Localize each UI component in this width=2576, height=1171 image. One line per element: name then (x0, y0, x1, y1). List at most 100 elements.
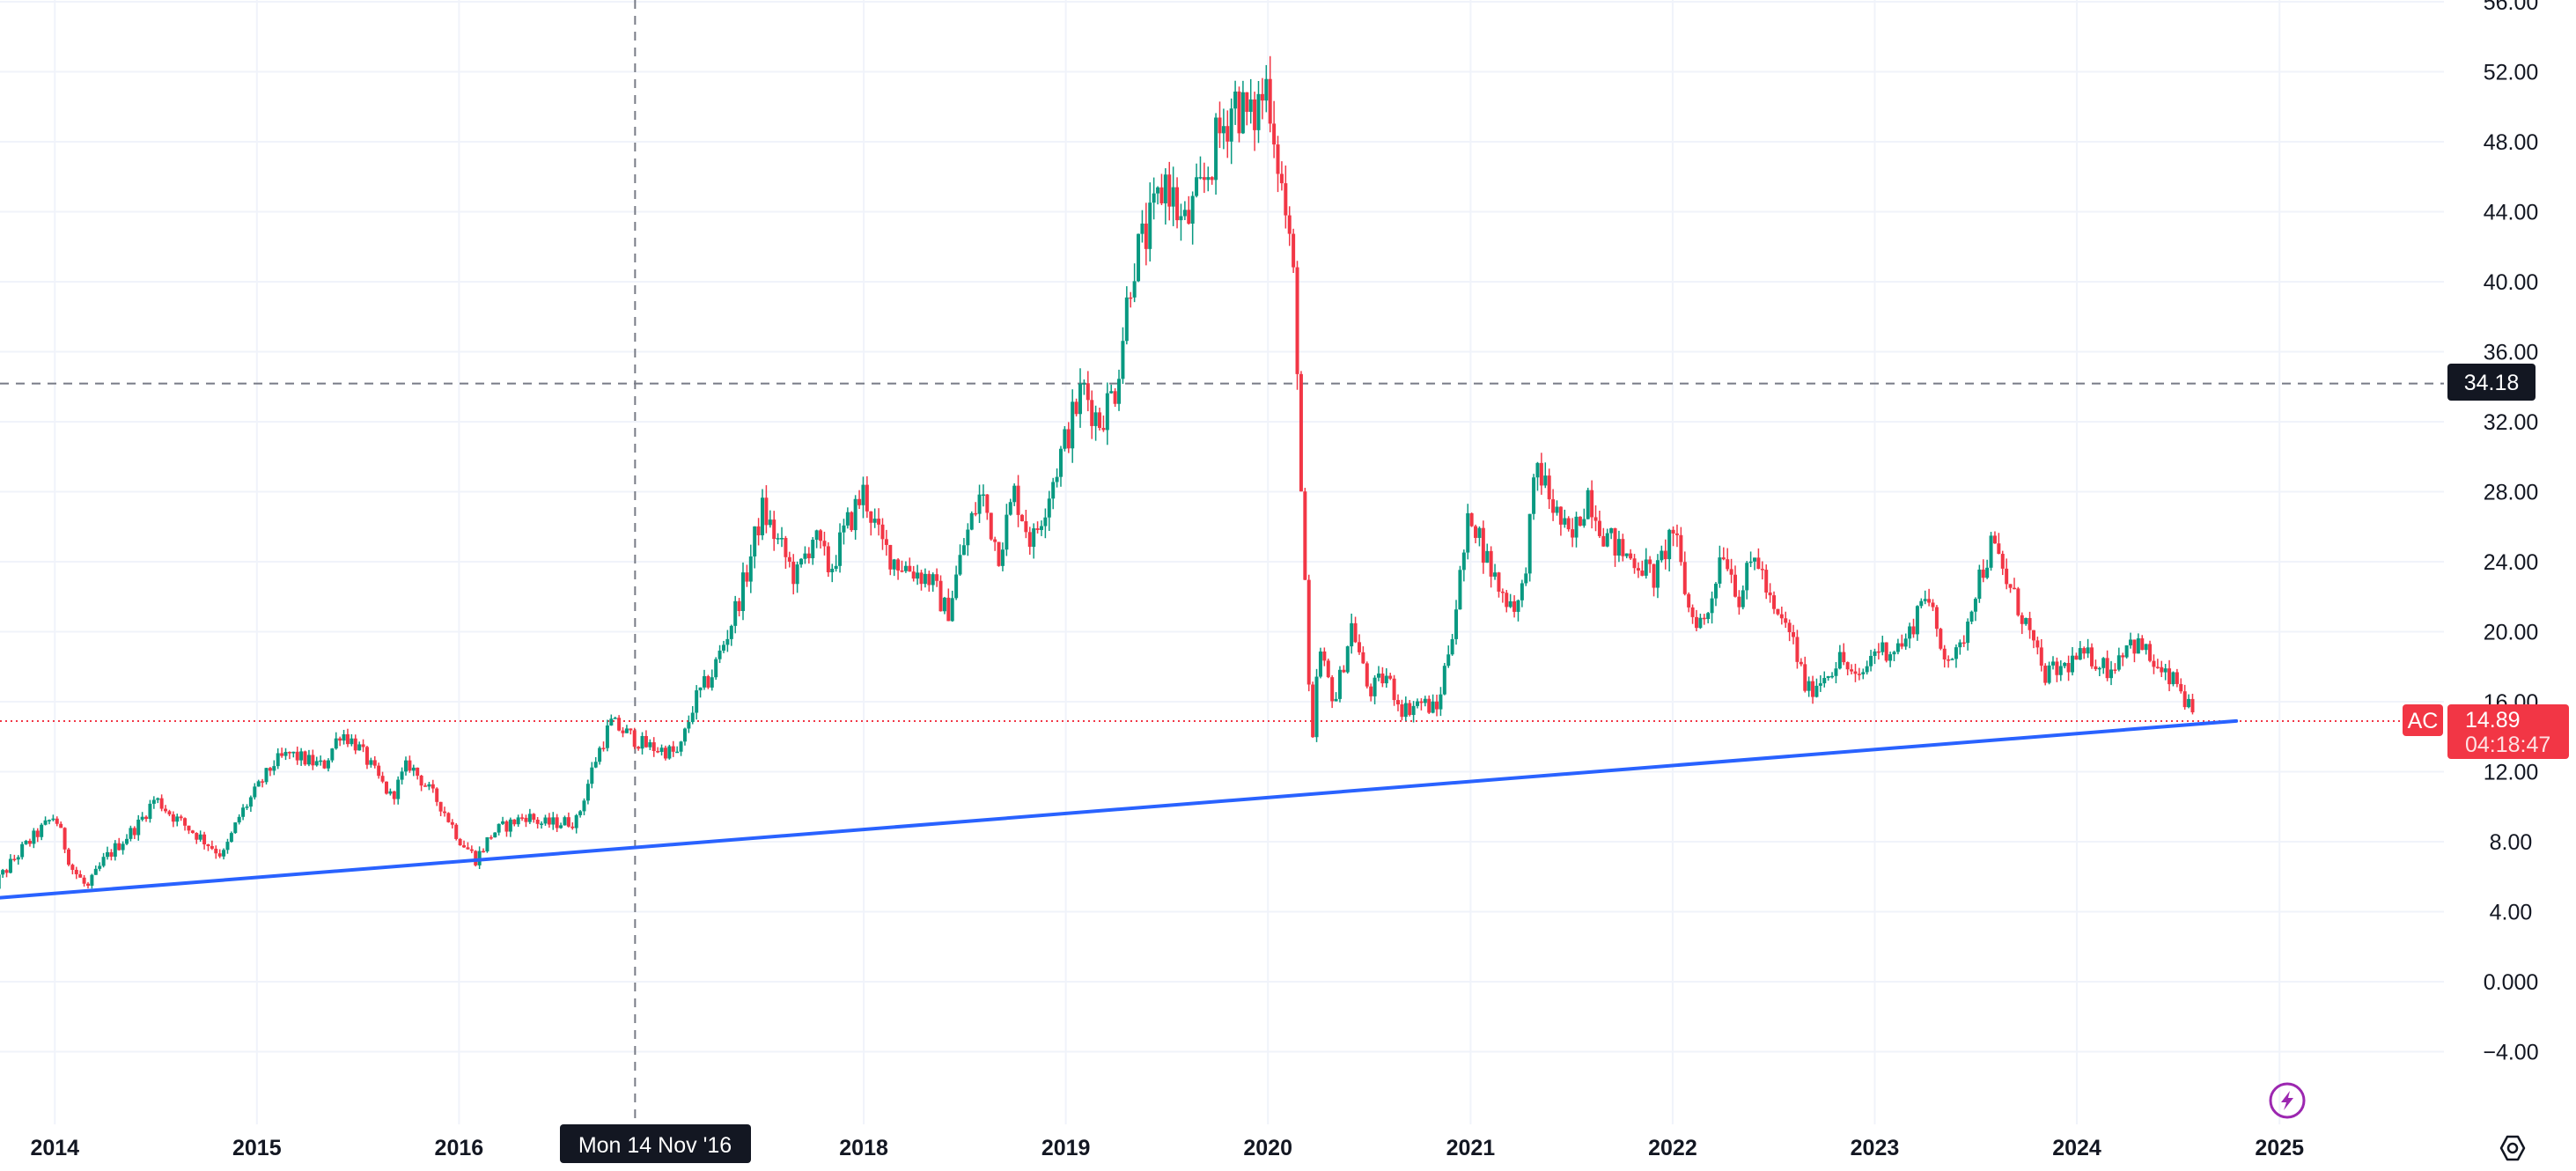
candle-body (1807, 681, 1811, 691)
candle-body (1206, 177, 1211, 180)
candle-body (1, 870, 5, 875)
candle-body (753, 526, 757, 557)
candle-body (1109, 391, 1114, 394)
candle-body (1500, 591, 1505, 593)
candle-body (411, 767, 416, 771)
candle-body (1322, 651, 1327, 661)
candle-body (729, 625, 733, 639)
candle-body (1256, 93, 1261, 130)
candle-body (1590, 490, 1594, 518)
time-tick-label: 2016 (435, 1136, 484, 1160)
last-price-badge: AC 14.89 04:18:47 (2403, 704, 2569, 759)
candle-body (958, 555, 962, 575)
price-tick-label: −4.00 (2483, 1041, 2538, 1065)
candle-body (419, 775, 423, 786)
price-axis[interactable]: 56.00 52.00 48.00 44.00 40.00 36.00 32.00 28.00… (2483, 0, 2538, 1065)
candle-body (2116, 655, 2121, 670)
support-trendline[interactable] (0, 718, 2239, 900)
candle-body (2129, 639, 2133, 645)
candle-body (27, 840, 32, 844)
candle-body (164, 808, 168, 812)
candle-body (384, 781, 388, 794)
candle-body (1942, 648, 1947, 660)
candle-body (1547, 475, 1551, 500)
candle-body (598, 748, 602, 762)
time-tick-label: 2014 (30, 1136, 79, 1160)
candle-body (1939, 629, 1943, 649)
candle-body (838, 532, 843, 566)
candle-body (1527, 513, 1532, 574)
candle-body (372, 760, 377, 766)
candle-body (903, 565, 908, 571)
candle-body (2047, 665, 2051, 683)
candle-body (1966, 621, 1970, 644)
candle-body (1439, 694, 1443, 710)
candle-body (745, 572, 749, 582)
candle-body (663, 748, 667, 759)
candle-body (306, 755, 311, 765)
candle-body (1000, 549, 1005, 566)
candle-body (1648, 559, 1652, 564)
candle-body (377, 765, 381, 777)
candle-body (706, 676, 710, 688)
candle-body (1350, 622, 1354, 647)
candle-body (1892, 652, 1896, 655)
candle-body (605, 725, 609, 748)
time-tick-label: 2025 (2255, 1136, 2304, 1160)
candle-body (629, 728, 633, 731)
candle-body (1388, 675, 1393, 679)
candle-body (1392, 678, 1396, 701)
candle-body (671, 746, 675, 752)
candle-body (1799, 661, 1803, 665)
time-tick-label: 2024 (2052, 1136, 2101, 1160)
candle-body (303, 751, 307, 765)
candle-body (2043, 666, 2048, 683)
symbol-label: AC (2408, 709, 2439, 733)
candle-body (482, 851, 486, 853)
candle-body (974, 512, 978, 515)
candle-body (2155, 667, 2160, 668)
candle-body (590, 767, 594, 784)
candle-body (1012, 485, 1017, 503)
candle-body (403, 760, 408, 772)
candle-body (2101, 658, 2106, 668)
candle-body (966, 529, 970, 546)
candle-body (1380, 673, 1385, 684)
candle-body (578, 811, 583, 815)
candle-body (780, 538, 784, 540)
candle-body (1784, 618, 1788, 623)
candle-body (659, 748, 664, 752)
candle-body (144, 816, 149, 820)
candle-body (1779, 614, 1784, 619)
candle-body (981, 494, 985, 497)
candle-body (2136, 638, 2140, 654)
candle-body (1508, 600, 1512, 608)
price-tick-label: 0.000 (2484, 970, 2539, 995)
candle-body (1574, 516, 1579, 538)
candle-body (93, 868, 98, 875)
candle-body (1361, 652, 1365, 664)
candle-body (942, 597, 946, 612)
candle-body (869, 511, 873, 523)
candle-body (1613, 527, 1617, 556)
candle-body (931, 574, 935, 586)
candle-body (1694, 616, 1698, 629)
candle-body (888, 544, 893, 570)
candle-body (1245, 92, 1249, 113)
candle-body (1365, 663, 1369, 687)
settings-gear-icon[interactable] (2499, 1135, 2526, 1161)
last-price-value: 14.89 (2465, 708, 2521, 733)
candle-body (1822, 678, 1827, 684)
candle-body (2020, 615, 2024, 624)
candle-body (171, 814, 175, 822)
trendline[interactable] (0, 718, 2239, 900)
candle-body (710, 677, 714, 688)
candle-body (857, 498, 862, 505)
candle-body (1571, 529, 1575, 538)
time-axis[interactable]: 2014 2015 2016 2018 2019 2020 2021 2022 2023 2024… (30, 1136, 2304, 1160)
candle-body (1710, 598, 1714, 614)
candle-body (35, 830, 40, 837)
candle-body (884, 539, 888, 545)
lightning-bolt-icon[interactable] (2269, 1082, 2306, 1119)
